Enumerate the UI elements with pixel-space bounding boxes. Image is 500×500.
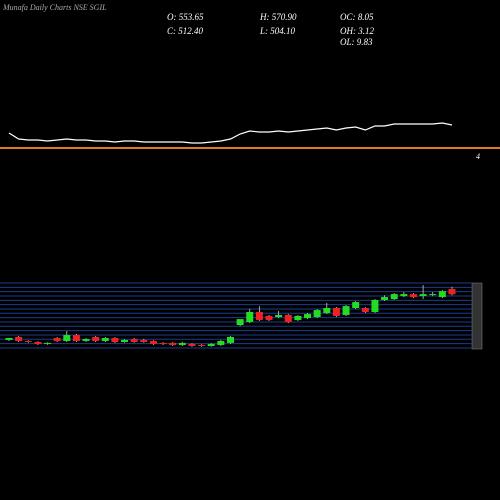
candle-body — [140, 339, 148, 343]
candle-body — [226, 336, 234, 343]
candle-body — [217, 340, 225, 345]
stat: OL: 9.83 — [340, 37, 373, 47]
candle-body — [92, 336, 100, 341]
stat: OH: 3.12 — [340, 26, 374, 36]
reference-label: 4 — [476, 152, 480, 161]
candle-body — [304, 314, 312, 319]
candle-body — [409, 294, 417, 298]
chart-title: Munafa Daily Charts NSE SGIL — [2, 3, 107, 12]
candle-body — [72, 335, 80, 341]
candle-body — [400, 294, 408, 297]
candle-body — [82, 339, 90, 341]
candle-body — [371, 300, 379, 312]
candle-body — [381, 297, 389, 301]
candle-body — [429, 294, 437, 296]
candle-body — [255, 311, 263, 320]
candle-body — [275, 314, 283, 318]
candle-body — [246, 311, 254, 323]
candle-body — [332, 307, 340, 316]
stat: L: 504.10 — [259, 26, 296, 36]
candle-body — [5, 338, 13, 340]
candle-body — [188, 343, 196, 347]
candle-body — [419, 294, 427, 297]
candle-body — [352, 302, 360, 308]
candle-body — [448, 288, 456, 295]
candle-body — [390, 294, 398, 300]
candle-body — [169, 342, 177, 345]
stat: OC: 8.05 — [340, 12, 374, 22]
candle-body — [53, 338, 61, 341]
candle-body — [111, 338, 119, 343]
candle-body — [178, 342, 186, 345]
candle-body — [438, 291, 446, 298]
stat: O: 553.65 — [167, 12, 204, 22]
candle-body — [207, 343, 215, 347]
candle-body — [24, 340, 32, 343]
price-line — [8, 122, 453, 144]
candle-body — [101, 338, 109, 341]
candle-body — [159, 342, 167, 344]
candle-body — [121, 339, 129, 343]
candle-body — [236, 319, 244, 326]
candle-body — [149, 340, 157, 344]
candle-body — [15, 336, 23, 341]
candle-body — [361, 307, 369, 312]
candle-body — [265, 315, 273, 320]
candle-body — [284, 314, 292, 323]
stat: C: 512.40 — [167, 26, 204, 36]
candle-body — [63, 335, 71, 341]
candle-body — [313, 310, 321, 318]
stat: H: 570.90 — [259, 12, 297, 22]
candle-body — [342, 306, 350, 315]
candle-body — [198, 344, 206, 347]
candle-body — [323, 307, 331, 314]
candle-body — [130, 339, 138, 343]
price-axis — [471, 282, 483, 350]
candle-body — [34, 342, 42, 344]
candle-body — [44, 342, 52, 344]
candle-body — [294, 315, 302, 320]
